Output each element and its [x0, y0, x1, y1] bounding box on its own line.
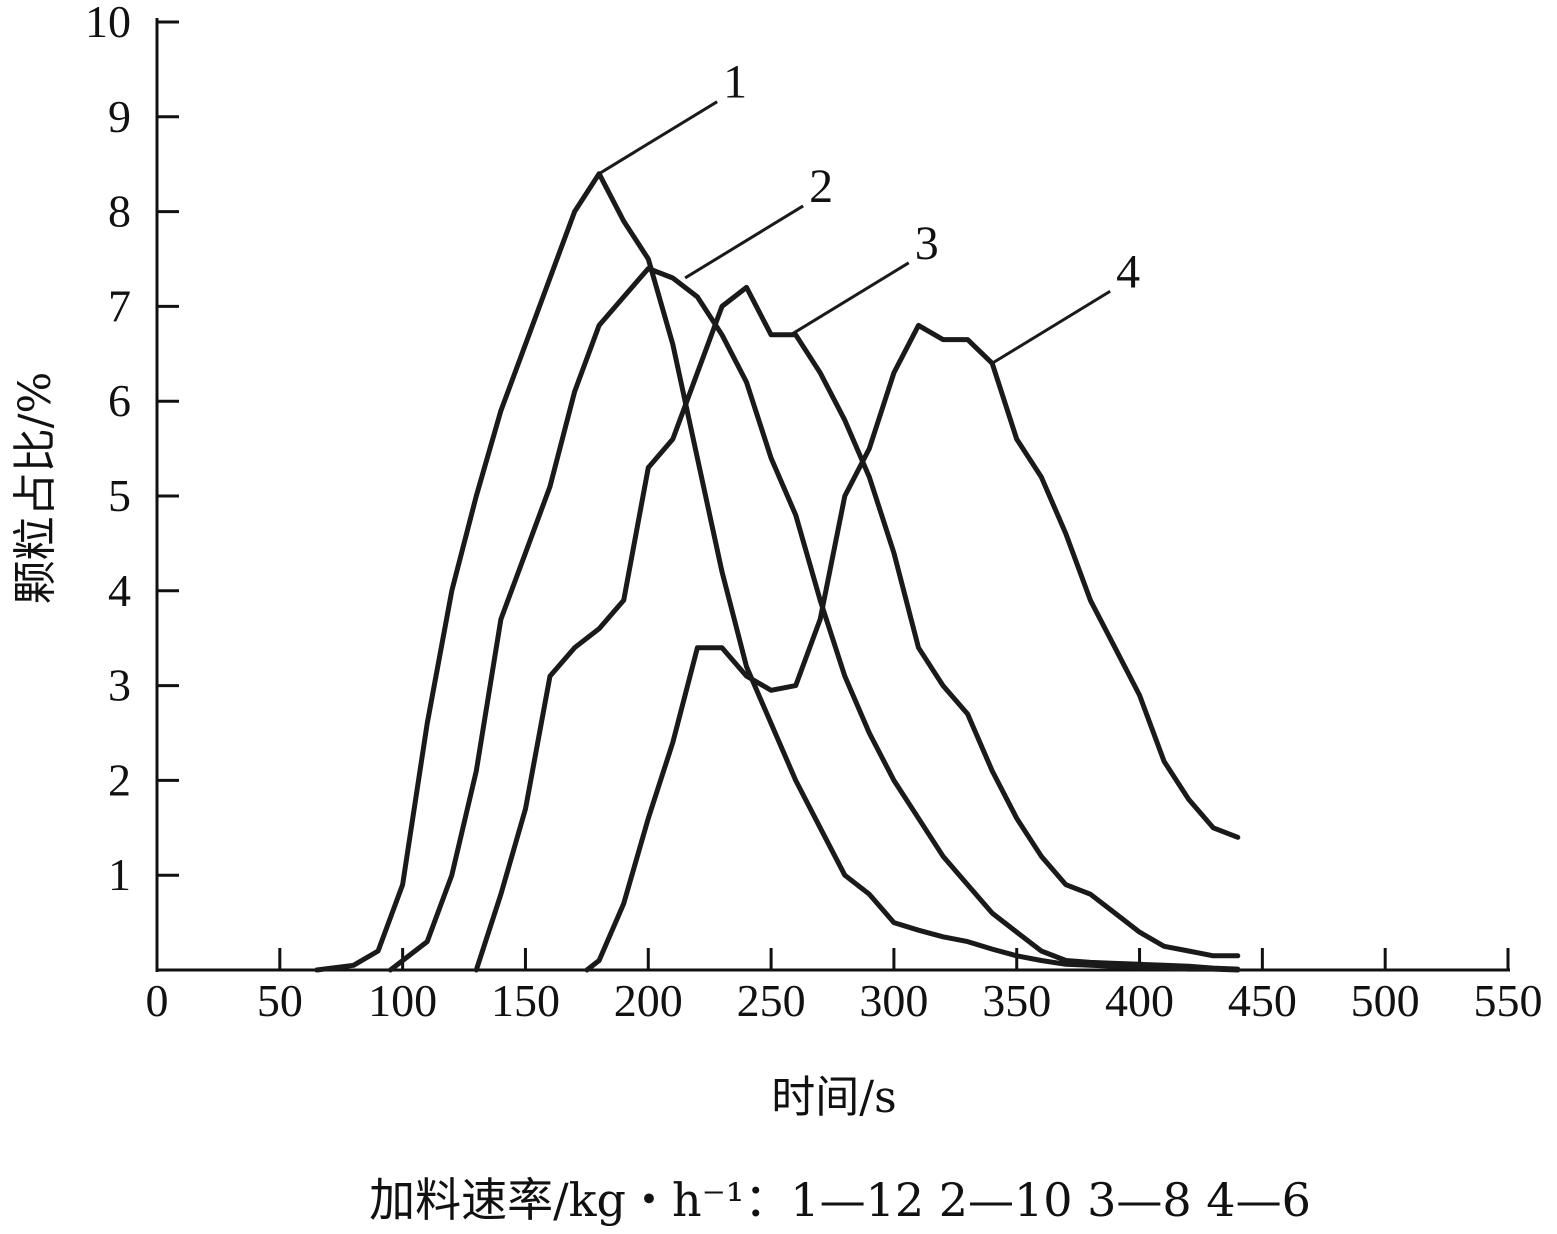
callout-leader-2 — [684, 204, 804, 280]
series-lines — [314, 171, 1241, 973]
series-line-4 — [584, 322, 1241, 973]
x-tick-label: 50 — [257, 975, 303, 1026]
callout-leader-3 — [789, 261, 910, 337]
y-ticks: 1 2 3 4 5 6 7 8 9 10 — [85, 0, 179, 900]
x-tick-label: 350 — [982, 975, 1051, 1026]
y-tick-label: 6 — [108, 375, 131, 426]
x-tick-label: 500 — [1351, 975, 1420, 1026]
callout-leader-1 — [598, 100, 718, 175]
callout-label-1: 1 — [723, 56, 747, 109]
callout-leader-4 — [991, 289, 1111, 365]
x-tick-label: 100 — [368, 975, 437, 1026]
x-tick-label: 200 — [614, 975, 683, 1026]
x-tick-label: 250 — [737, 975, 806, 1026]
y-tick-label: 4 — [108, 565, 131, 616]
x-tick-label: 150 — [491, 975, 560, 1026]
callout-label-2: 2 — [809, 160, 833, 213]
series-line-3 — [473, 284, 1241, 973]
y-tick-label: 8 — [108, 186, 131, 237]
series-line-1 — [314, 171, 1241, 973]
legend-caption: 加料速率/kg・h⁻¹：1—12 2—10 3—8 4—6 — [369, 1173, 1311, 1227]
callout-label-3: 3 — [915, 217, 939, 270]
y-tick-label: 7 — [108, 280, 131, 331]
x-axis-title: 时间/s — [771, 1072, 896, 1123]
y-tick-label: 2 — [108, 754, 131, 805]
x-tick-label: 300 — [859, 975, 928, 1026]
y-tick-label: 10 — [85, 0, 131, 47]
series-line-2 — [387, 266, 1241, 973]
y-tick-label: 3 — [108, 660, 131, 711]
callout-label-4: 4 — [1116, 245, 1140, 298]
x-tick-label: 450 — [1228, 975, 1297, 1026]
y-axis-title: 颗粒占比/% — [10, 372, 61, 605]
x-tick-label: 0 — [146, 975, 169, 1026]
x-tick-label: 550 — [1474, 975, 1543, 1026]
series-callouts: 1 2 3 4 — [598, 56, 1140, 365]
y-tick-label: 1 — [108, 849, 131, 900]
x-tick-label: 400 — [1105, 975, 1174, 1026]
y-tick-label: 9 — [108, 91, 131, 142]
y-tick-label: 5 — [108, 470, 131, 521]
x-ticks: 0 50 100 150 200 250 300 350 400 450 500 550 — [146, 948, 1543, 1026]
